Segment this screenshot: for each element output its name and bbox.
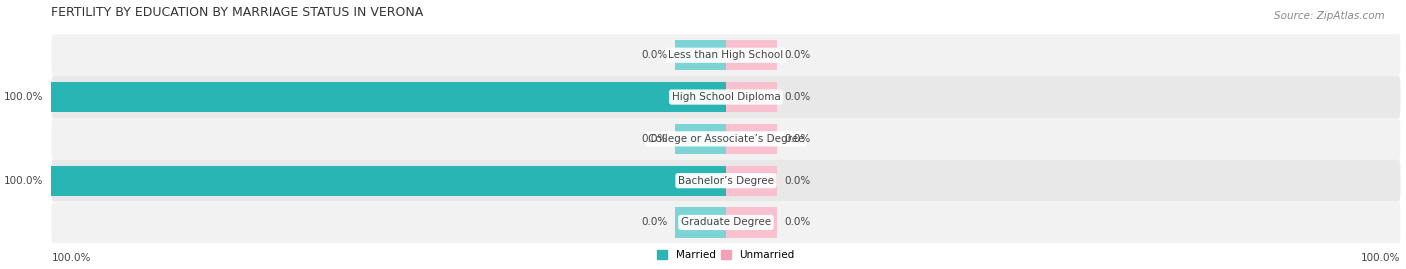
Text: 100.0%: 100.0% (52, 253, 91, 263)
Text: 0.0%: 0.0% (641, 50, 668, 60)
Text: 0.0%: 0.0% (641, 134, 668, 144)
FancyBboxPatch shape (52, 34, 1400, 76)
Text: 100.0%: 100.0% (4, 92, 44, 102)
FancyBboxPatch shape (52, 201, 1400, 243)
Legend: Married, Unmarried: Married, Unmarried (657, 250, 794, 260)
Text: 0.0%: 0.0% (785, 134, 811, 144)
Text: FERTILITY BY EDUCATION BY MARRIAGE STATUS IN VERONA: FERTILITY BY EDUCATION BY MARRIAGE STATU… (52, 6, 423, 19)
Text: 0.0%: 0.0% (785, 176, 811, 186)
Bar (675, 40, 725, 70)
FancyBboxPatch shape (52, 118, 1400, 160)
Text: 0.0%: 0.0% (641, 217, 668, 228)
FancyBboxPatch shape (52, 76, 1400, 118)
Bar (725, 40, 776, 70)
Bar (52, 82, 725, 112)
Bar (725, 207, 776, 238)
Text: 100.0%: 100.0% (1361, 253, 1400, 263)
FancyBboxPatch shape (52, 160, 1400, 201)
Bar (675, 207, 725, 238)
Text: 100.0%: 100.0% (4, 176, 44, 186)
Text: 0.0%: 0.0% (785, 50, 811, 60)
Text: High School Diploma: High School Diploma (672, 92, 780, 102)
Text: Source: ZipAtlas.com: Source: ZipAtlas.com (1274, 11, 1385, 21)
Bar (725, 82, 776, 112)
Text: Less than High School: Less than High School (668, 50, 783, 60)
Text: 0.0%: 0.0% (785, 92, 811, 102)
Text: College or Associate’s Degree: College or Associate’s Degree (648, 134, 804, 144)
Bar (675, 124, 725, 154)
Bar (52, 166, 725, 196)
Bar (725, 124, 776, 154)
Text: Bachelor’s Degree: Bachelor’s Degree (678, 176, 773, 186)
Text: 0.0%: 0.0% (785, 217, 811, 228)
Text: Graduate Degree: Graduate Degree (681, 217, 770, 228)
Bar (725, 166, 776, 196)
